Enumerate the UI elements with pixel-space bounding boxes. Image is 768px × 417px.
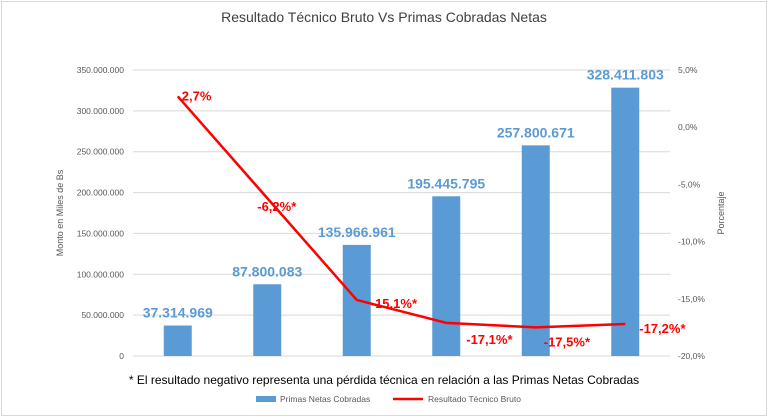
bar-data-label: 195.445.795	[407, 175, 485, 191]
y2-tick-label: 0,0%	[678, 122, 698, 132]
y-tick-label: 150.000.000	[77, 228, 125, 238]
y-axis-label: Monto en Miles de Bs	[55, 169, 65, 256]
line-data-label: -17,1%*	[466, 332, 513, 347]
y2-tick-label: -10,0%	[678, 237, 705, 247]
y-tick-label: 100.000.000	[77, 269, 125, 279]
y2-tick-label: -5,0%	[678, 179, 701, 189]
line-data-label: -17,5%*	[544, 334, 591, 349]
bar	[432, 196, 461, 356]
y-tick-label: 250.000.000	[77, 147, 125, 157]
y2-tick-label: -15,0%	[678, 294, 705, 304]
footnote: * El resultado negativo representa una p…	[129, 373, 639, 387]
line-data-label: 2,7%	[182, 88, 212, 103]
bar-data-label: 257.800.671	[497, 124, 575, 140]
chart-title: Resultado Técnico Bruto Vs Primas Cobrad…	[221, 9, 547, 25]
bar-data-label: 87.800.083	[232, 263, 302, 279]
line-data-label: -17,2%*	[639, 321, 686, 336]
y2-tick-label: -20,0%	[678, 351, 705, 361]
legend-label: Resultado Técnico Bruto	[428, 394, 521, 404]
bar-data-label: 328.411.803	[587, 67, 664, 83]
bar-data-label: 37.314.969	[143, 305, 213, 321]
legend-swatch-bar	[256, 396, 276, 402]
y-tick-label: 200.000.000	[77, 188, 125, 198]
y-tick-label: 50.000.000	[81, 310, 124, 320]
line-data-label: -6,2%*	[257, 199, 297, 214]
line-series	[176, 95, 626, 329]
bar	[521, 145, 550, 356]
y-tick-label: 0	[119, 351, 124, 361]
y-tick-label: 300.000.000	[77, 106, 125, 116]
legend-label: Primas Netas Cobradas	[280, 394, 370, 404]
y2-axis-label: Porcentaje	[716, 191, 726, 234]
y2-tick-label: 5,0%	[678, 65, 698, 75]
y-tick-label: 350.000.000	[77, 65, 125, 75]
bar	[611, 87, 640, 357]
bar	[253, 284, 282, 356]
line-data-label: -15,1%*	[371, 296, 418, 311]
bar	[163, 325, 192, 356]
bar-data-label: 135.966.961	[318, 224, 396, 240]
